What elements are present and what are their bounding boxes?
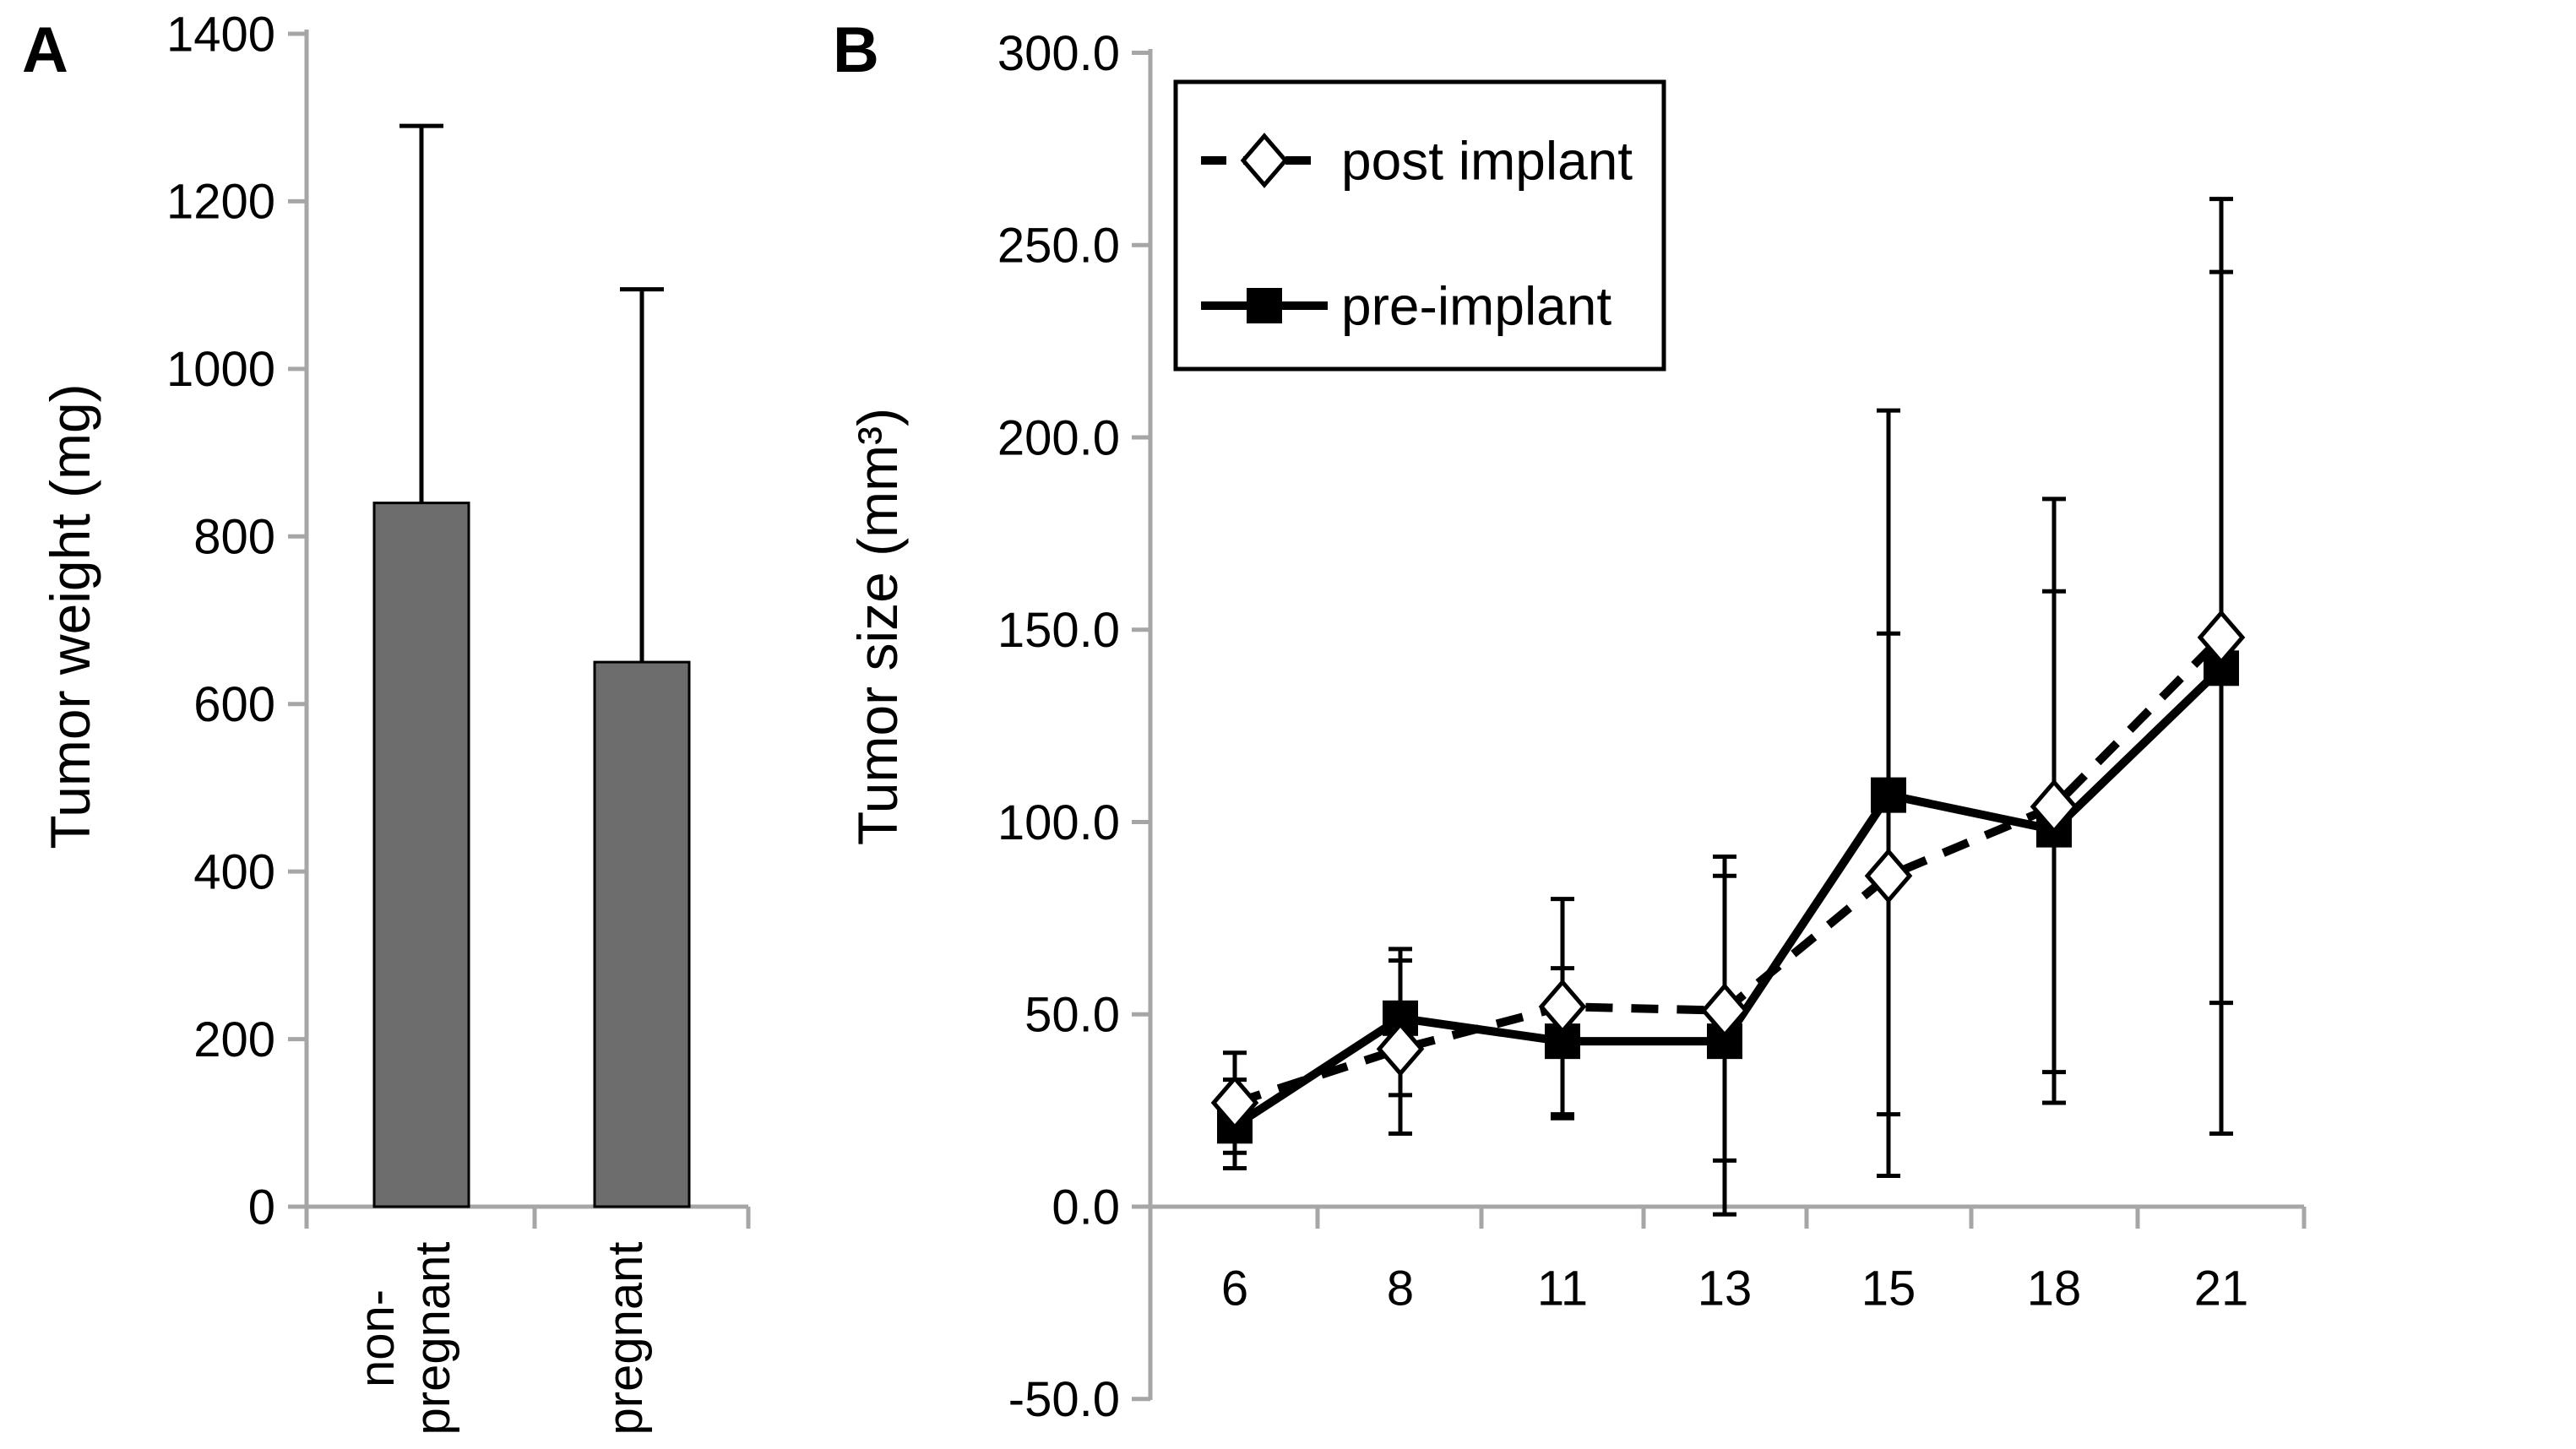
a-x-category-label: non- xyxy=(350,1289,405,1387)
panel-a-letter: A xyxy=(22,14,68,86)
b-y-tick-label: 150.0 xyxy=(997,603,1120,658)
marker-open-diamond xyxy=(1240,133,1289,188)
b-x-tick-label: 11 xyxy=(1537,1261,1588,1316)
a-y-tick-label: 400 xyxy=(193,844,275,899)
panel-b-chart: 300.0 250.0 200.0 150.0 100.0 50.0 0.0 -50.0 6 8 1… xyxy=(846,26,2307,1427)
b-y-tick-label: 250.0 xyxy=(997,219,1120,274)
marker-open-diamond xyxy=(1864,848,1913,904)
a-y-tick-label: 1000 xyxy=(166,342,275,397)
b-y-tick-label: 0.0 xyxy=(1052,1180,1120,1235)
marker-open-diamond xyxy=(1376,1021,1425,1077)
b-y-axis-title: Tumor size (mm³) xyxy=(846,408,909,845)
b-y-tick-label: 200.0 xyxy=(997,410,1120,465)
a-y-tick-label: 1200 xyxy=(166,175,275,230)
a-y-tick-label: 0 xyxy=(248,1180,275,1235)
panel-b-letter: B xyxy=(833,14,879,86)
a-y-tick-label: 600 xyxy=(193,677,275,732)
b-x-tick-label: 21 xyxy=(2194,1261,2249,1316)
bar-0 xyxy=(372,502,470,1208)
marker-filled-square xyxy=(1871,777,1906,813)
b-y-tick-label: 100.0 xyxy=(997,795,1120,850)
a-y-tick-label: 200 xyxy=(193,1012,275,1067)
a-y-axis-title: Tumor weight (mg) xyxy=(39,383,101,849)
b-y-tick-label: 300.0 xyxy=(997,26,1120,81)
panel-a-chart: 0 200 400 600 800 1000 1200 1400 non-pregnant pre… xyxy=(39,7,751,1435)
a-y-tick-label: 1400 xyxy=(166,7,275,62)
a-x-category-label: pregnant xyxy=(405,1242,460,1435)
a-x-category-label: pregnant xyxy=(598,1242,653,1435)
legend-label: post implant xyxy=(1341,130,1633,191)
marker-open-diamond xyxy=(1210,1075,1259,1131)
marker-filled-square xyxy=(1247,288,1282,323)
a-y-tick-label: 800 xyxy=(193,510,275,565)
b-y-tick-label: -50.0 xyxy=(1008,1372,1120,1427)
marker-open-diamond xyxy=(1538,979,1587,1034)
b-x-tick-label: 8 xyxy=(1387,1261,1414,1316)
b-x-tick-label: 6 xyxy=(1221,1261,1248,1316)
b-y-tick-label: 50.0 xyxy=(1024,988,1120,1043)
b-x-tick-label: 18 xyxy=(2027,1261,2082,1316)
bar-1 xyxy=(593,660,691,1208)
b-x-tick-label: 13 xyxy=(1698,1261,1753,1316)
legend: post implant pre-implant xyxy=(1173,79,1666,372)
b-x-tick-label: 15 xyxy=(1861,1261,1916,1316)
marker-open-diamond xyxy=(2197,610,2246,665)
legend-label: pre-implant xyxy=(1341,275,1611,336)
marker-open-diamond xyxy=(2030,779,2079,835)
marker-open-diamond xyxy=(1700,982,1749,1039)
